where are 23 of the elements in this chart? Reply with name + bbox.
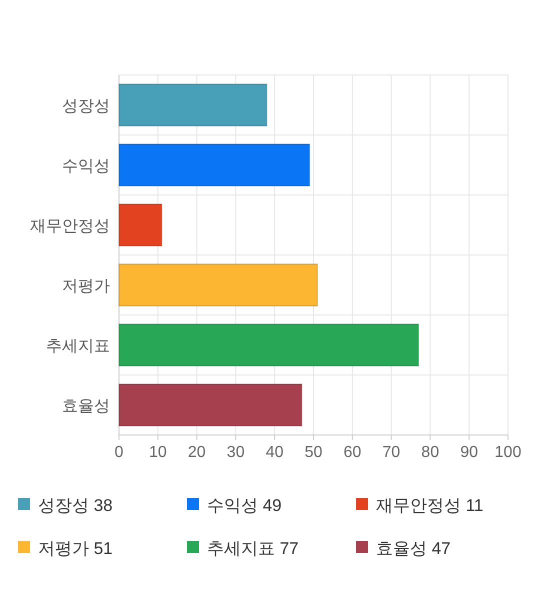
legend-label: 재무안정성 11 <box>376 496 484 515</box>
x-tick-label: 70 <box>382 444 400 461</box>
y-tick-label: 효율성 <box>62 398 110 415</box>
y-tick-label: 저평가 <box>62 278 110 295</box>
y-tick-label: 수익성 <box>62 158 110 175</box>
x-tick-label: 40 <box>266 444 284 461</box>
x-tick-label: 100 <box>494 444 522 461</box>
y-tick-label: 성장성 <box>62 98 110 115</box>
legend-label: 효율성 47 <box>376 539 451 558</box>
legend-label: 추세지표 77 <box>207 539 299 558</box>
legend-label: 성장성 38 <box>38 496 113 515</box>
x-tick-label: 60 <box>344 444 362 461</box>
x-tick-label: 10 <box>149 444 167 461</box>
x-tick-label: 0 <box>114 444 124 461</box>
x-tick-label: 50 <box>304 444 322 461</box>
x-tick-label: 20 <box>188 444 206 461</box>
x-tick-label: 80 <box>421 444 440 461</box>
y-tick-label: 재무안정성 <box>30 218 110 235</box>
x-tick-label: 90 <box>460 444 478 461</box>
legend-label: 저평가 51 <box>38 539 113 558</box>
y-tick-label: 추세지표 <box>46 338 110 355</box>
x-tick-label: 30 <box>226 444 245 461</box>
legend-label: 수익성 49 <box>207 496 282 515</box>
